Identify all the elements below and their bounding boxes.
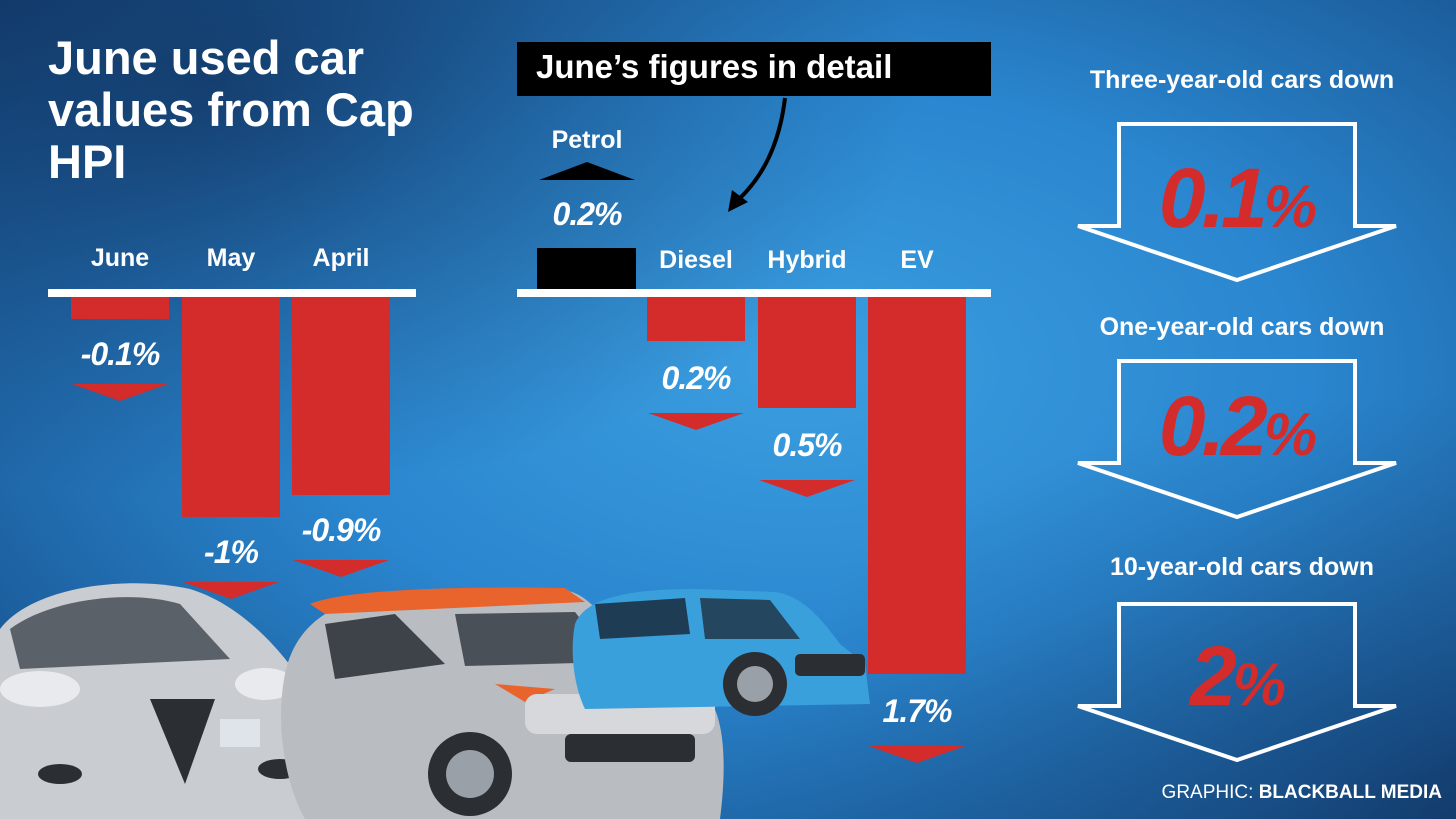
- down-triangle-icon: [72, 384, 168, 401]
- side-heading-one-year: One-year-old cars down: [1099, 313, 1385, 341]
- detail-heading: June’s figures in detail: [536, 48, 893, 85]
- down-triangle-icon: [293, 560, 389, 577]
- down-triangle-icon: [648, 413, 744, 431]
- data-label: -0.9%: [301, 512, 382, 548]
- down-arrow-icon: [1077, 602, 1397, 763]
- category-label: EV: [900, 246, 934, 274]
- side-value-ten-year: 2%: [1189, 629, 1286, 723]
- petrol-marker-block: [537, 248, 636, 289]
- down-triangle-icon: [183, 582, 279, 599]
- down-arrow-icon: [1077, 122, 1397, 283]
- data-label: 0.2%: [661, 360, 732, 397]
- bar: [758, 297, 856, 408]
- category-label: May: [206, 244, 256, 272]
- data-label: 1.7%: [882, 693, 953, 730]
- bar: [647, 297, 745, 342]
- category-label: April: [312, 244, 370, 272]
- car-image-estate: [572, 589, 870, 716]
- credit-line: GRAPHIC: BLACKBALL MEDIA: [1161, 782, 1442, 803]
- category-label: June: [90, 244, 150, 272]
- category-label: Petrol: [551, 126, 623, 154]
- data-label: -1%: [204, 534, 259, 570]
- page-title: June used car values from Cap HPI: [48, 31, 414, 188]
- data-label: 0.2%: [552, 196, 623, 232]
- data-label: -0.1%: [80, 336, 161, 372]
- side-value-one-year: 0.2%: [1158, 379, 1317, 473]
- car-image-suv: [281, 587, 724, 819]
- up-triangle-icon: [539, 162, 635, 180]
- bar: [71, 297, 169, 319]
- category-label: Hybrid: [767, 246, 847, 274]
- side-heading-three-year: Three-year-old cars down: [1089, 66, 1395, 94]
- monthly-baseline: [48, 289, 416, 297]
- data-label: 0.5%: [772, 427, 843, 463]
- down-arrow-icon: [1077, 359, 1397, 520]
- fuel-baseline: [517, 289, 991, 297]
- bar: [182, 297, 280, 517]
- bar: [868, 297, 966, 675]
- side-value-three-year: 0.1%: [1158, 151, 1317, 245]
- category-label: Diesel: [659, 246, 733, 274]
- down-triangle-icon: [869, 746, 965, 764]
- detail-heading-box: [517, 42, 991, 96]
- side-heading-ten-year: 10-year-old cars down: [1110, 553, 1374, 581]
- down-triangle-icon: [759, 480, 855, 497]
- car-image-hatchback: [0, 583, 318, 819]
- bar: [292, 297, 390, 495]
